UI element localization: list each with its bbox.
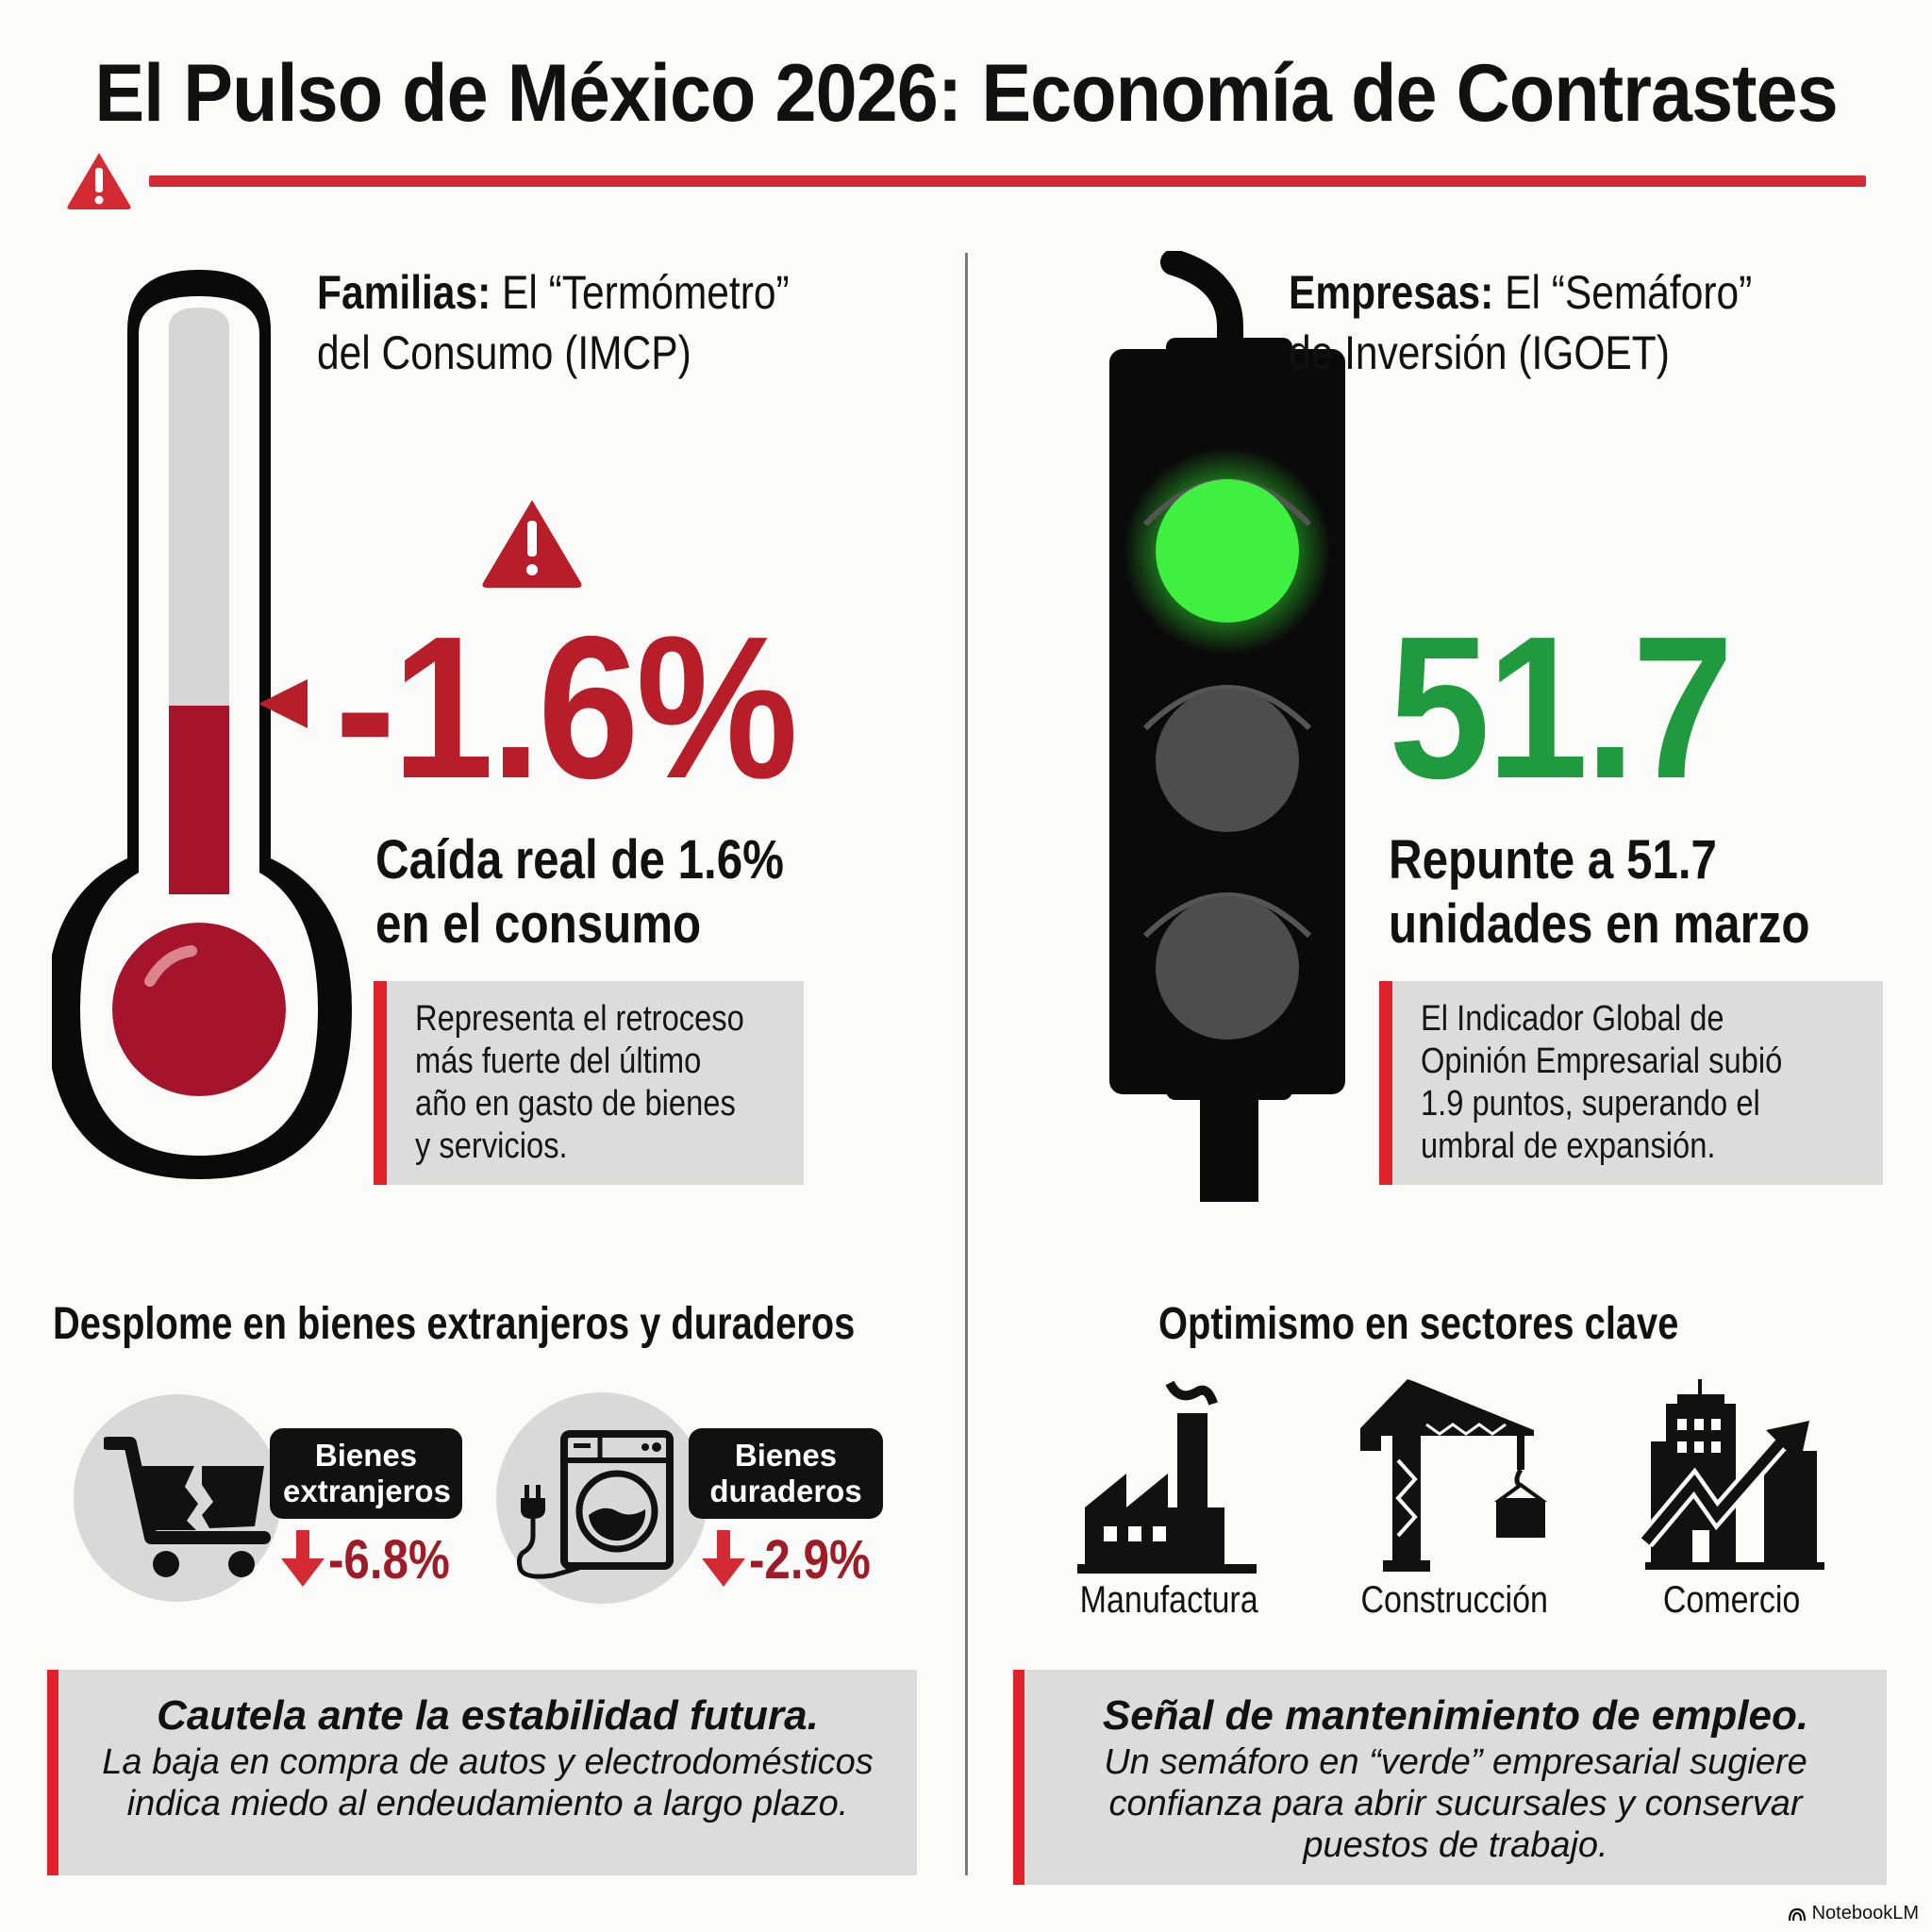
durable-goods-label: Bienes duraderos <box>689 1428 883 1519</box>
igoet-value: 51.7 <box>1389 593 1734 821</box>
consumption-subhead: Caída real de 1.6% en el consumo <box>375 829 784 955</box>
igoet-note: El Indicador Global de Opinión Empresari… <box>1379 981 1883 1185</box>
notebooklm-logo-icon <box>1788 1907 1806 1921</box>
washing-machine-plug-icon <box>516 1430 674 1579</box>
sector-commerce: Comercio <box>1663 1579 1801 1621</box>
traffic-light-icon <box>1109 251 1345 1202</box>
down-arrow-icon <box>281 1530 325 1587</box>
down-arrow-icon <box>702 1530 745 1587</box>
pointer-arrow-icon <box>258 679 308 728</box>
sector-manufacturing: Manufactura <box>1079 1579 1258 1621</box>
caution-callout: Cautela ante la estabilidad futura. La b… <box>47 1670 917 1875</box>
companies-heading: Empresas: El “Semáforo” de Inversión (IG… <box>1289 266 1753 379</box>
sector-construction: Construcción <box>1360 1579 1549 1621</box>
commerce-growth-icon <box>1641 1379 1824 1570</box>
key-sectors-heading: Optimismo en sectores clave <box>1158 1299 1679 1349</box>
column-divider <box>965 253 968 1875</box>
factory-icon <box>1077 1380 1257 1574</box>
crane-icon <box>1360 1379 1548 1572</box>
consumption-note: Representa el retroceso más fuerte del ú… <box>374 981 804 1185</box>
foreign-goods-label: Bienes extranjeros <box>270 1428 462 1519</box>
warning-icon <box>67 153 131 209</box>
durable-goods-value: -2.9% <box>749 1529 871 1591</box>
consumption-change-value: -1.6% <box>335 593 798 821</box>
igoet-subhead: Repunte a 51.7 unidades en marzo <box>1389 829 1810 955</box>
thermometer-icon <box>52 270 352 1179</box>
page-title: El Pulso de México 2026: Economía de Con… <box>94 48 1838 139</box>
families-heading: Familias: El “Termómetro” del Consumo (I… <box>317 266 790 379</box>
alert-triangle-icon <box>482 500 582 588</box>
brand-watermark: NotebookLM <box>1788 1903 1919 1924</box>
durable-goods-heading: Desplome en bienes extranjeros y durader… <box>53 1299 856 1349</box>
foreign-goods-value: -6.8% <box>328 1529 450 1591</box>
employment-callout: Señal de mantenimiento de empleo. Un sem… <box>1013 1670 1887 1885</box>
title-divider-rule <box>149 175 1866 187</box>
broken-shopping-cart-icon <box>104 1437 271 1577</box>
